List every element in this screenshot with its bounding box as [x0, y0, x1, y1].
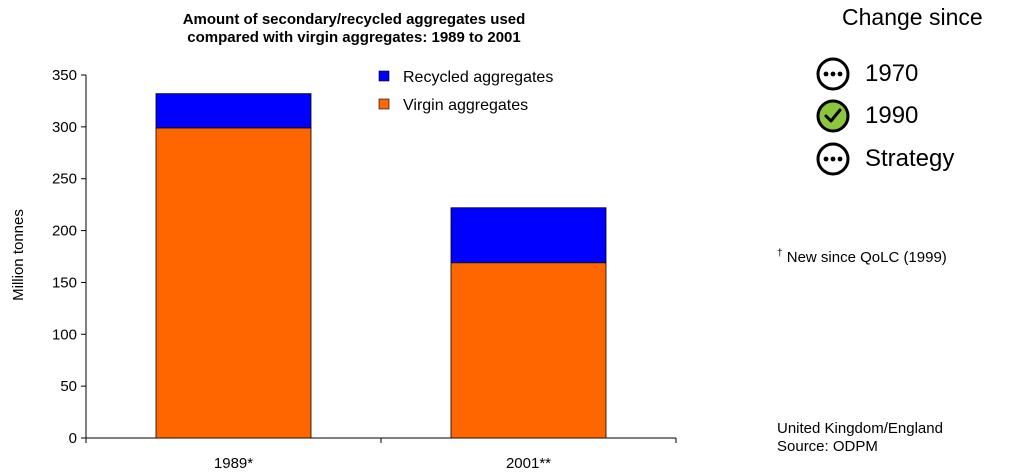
chart-title-line2: compared with virgin aggregates: 1989 to… [187, 29, 520, 46]
bar-chart: Amount of secondary/recycled aggregates … [10, 11, 677, 472]
legend-label: Recycled aggregates [403, 69, 553, 86]
legend-label: Virgin aggregates [403, 97, 528, 114]
footnote: † New since QoLC (1999) [777, 248, 947, 266]
chart-title-line1: Amount of secondary/recycled aggregates … [183, 11, 526, 28]
legend-swatch [378, 70, 390, 82]
indicator-1970: 1970 [815, 56, 918, 92]
bar-virgin-aggregates [450, 262, 607, 439]
footnote-text: New since QoLC (1999) [782, 249, 947, 266]
y-tick-label: 300 [52, 119, 77, 136]
indicator-1990: 1990 [815, 98, 918, 134]
x-tick-label: 1989* [214, 455, 253, 472]
source-label: Source: ODPM [777, 438, 878, 455]
y-tick-label: 250 [52, 171, 77, 188]
x-tick-label: 2001** [506, 455, 551, 472]
y-tick-label: 350 [52, 67, 77, 84]
y-tick-label: 200 [52, 223, 77, 240]
bar-recycled-aggregates [155, 93, 312, 129]
bar-virgin-aggregates [155, 127, 312, 439]
change-since-title: Change since [842, 4, 983, 30]
y-tick-label: 150 [52, 274, 77, 291]
y-tick-label: 50 [60, 378, 77, 395]
region-label: United Kingdom/England [777, 420, 943, 437]
legend-swatch [378, 98, 390, 110]
check-circle-icon [816, 99, 850, 133]
indicator-label-strategy: Strategy [865, 145, 955, 172]
y-tick-label: 100 [52, 326, 77, 343]
ellipsis-circle-icon [816, 142, 850, 176]
ellipsis-circle-icon [816, 57, 850, 91]
bar-recycled-aggregates [450, 207, 607, 264]
dagger-mark: † [777, 248, 783, 259]
indicator-label-1970: 1970 [865, 60, 919, 87]
y-tick-label: 0 [69, 430, 77, 447]
y-axis-label: Million tonnes [10, 209, 27, 301]
indicator-strategy: Strategy [815, 141, 954, 177]
indicator-label-1990: 1990 [865, 102, 919, 129]
